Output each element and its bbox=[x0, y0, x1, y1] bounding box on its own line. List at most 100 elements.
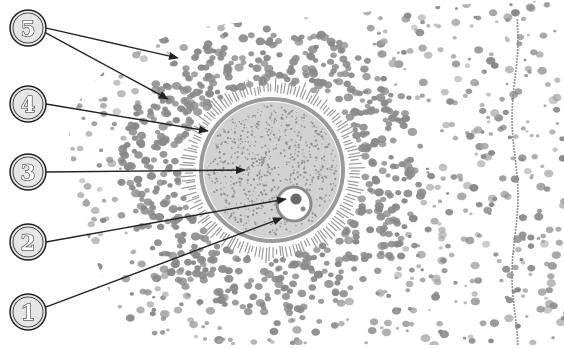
cytoplasm-granule bbox=[257, 165, 258, 166]
stromal-cell bbox=[437, 257, 447, 265]
stromal-cell bbox=[476, 202, 483, 208]
stromal-cell bbox=[58, 175, 64, 180]
stromal-cell bbox=[119, 168, 122, 170]
stromal-cell bbox=[440, 129, 444, 132]
cytoplasm-granule bbox=[314, 214, 316, 216]
cytoplasm-granule bbox=[252, 214, 254, 216]
stromal-cell bbox=[140, 55, 148, 62]
vessel-streak-dot bbox=[517, 190, 519, 192]
stromal-cell bbox=[544, 170, 553, 178]
stromal-cell bbox=[453, 136, 459, 141]
stromal-cell bbox=[497, 259, 502, 263]
stromal-cell bbox=[99, 148, 103, 152]
cytoplasm-granule bbox=[219, 135, 221, 137]
corona-ray bbox=[180, 165, 194, 166]
stromal-cell bbox=[514, 88, 522, 95]
stromal-cell bbox=[57, 289, 63, 294]
stromal-cell bbox=[146, 301, 154, 307]
stromal-cell bbox=[99, 289, 104, 293]
stromal-cell bbox=[217, 25, 225, 32]
granulosa-cell bbox=[335, 238, 343, 245]
stromal-cell bbox=[481, 70, 487, 75]
stromal-cell bbox=[553, 107, 560, 113]
cytoplasm-granule bbox=[289, 231, 290, 232]
stromal-cell bbox=[428, 309, 431, 312]
stromal-cell bbox=[160, 330, 165, 335]
vessel-streak-dot bbox=[515, 322, 517, 324]
stromal-cell bbox=[57, 250, 63, 255]
stromal-cell bbox=[527, 265, 535, 272]
corona-ray bbox=[184, 192, 197, 196]
cytoplasm-granule bbox=[233, 190, 235, 192]
vessel-streak-dot bbox=[517, 202, 519, 204]
granulosa-cell bbox=[137, 132, 146, 140]
granulosa-cell bbox=[205, 46, 214, 54]
stromal-cell bbox=[381, 3, 388, 9]
cytoplasm-granule bbox=[330, 183, 332, 185]
stromal-cell bbox=[554, 78, 560, 83]
stromal-cell bbox=[525, 130, 528, 133]
granulosa-cell bbox=[394, 232, 399, 236]
stromal-cell bbox=[546, 227, 554, 234]
vessel-streak-dot bbox=[514, 79, 516, 81]
cytoplasm-granule bbox=[311, 179, 313, 181]
granulosa-cell bbox=[147, 172, 156, 180]
cytoplasm-granule bbox=[240, 143, 241, 144]
cytoplasm-granule bbox=[232, 162, 234, 164]
granulosa-cell bbox=[126, 162, 134, 169]
vessel-streak-dot bbox=[512, 256, 514, 258]
cytoplasm-granule bbox=[269, 232, 271, 234]
granulosa-cell bbox=[117, 179, 125, 186]
cytoplasm-granule bbox=[268, 149, 269, 150]
cytoplasm-granule bbox=[269, 199, 271, 201]
cytoplasm-granule bbox=[286, 164, 288, 166]
stromal-cell bbox=[97, 56, 102, 60]
cytoplasm-granule bbox=[316, 199, 317, 200]
stromal-cell bbox=[438, 47, 444, 52]
cytoplasm-granule bbox=[302, 153, 303, 154]
stromal-cell bbox=[406, 330, 409, 333]
stromal-cell bbox=[426, 24, 430, 28]
stromal-cell bbox=[85, 258, 92, 264]
corona-ray bbox=[296, 86, 300, 97]
cytoplasm-granule bbox=[238, 145, 239, 146]
cytoplasm-granule bbox=[247, 174, 249, 176]
granulosa-cell bbox=[180, 87, 189, 94]
cytoplasm-granule bbox=[258, 124, 260, 126]
stromal-cell bbox=[457, 193, 466, 201]
cytoplasm-granule bbox=[309, 151, 310, 152]
vessel-streak-dot bbox=[511, 277, 513, 279]
cytoplasm-granule bbox=[321, 198, 323, 200]
granulosa-cell bbox=[215, 288, 223, 295]
stromal-cell bbox=[552, 94, 561, 102]
granulosa-cell bbox=[154, 145, 161, 151]
stromal-cell bbox=[76, 103, 83, 109]
cytoplasm-granule bbox=[226, 182, 227, 183]
cytoplasm-granule bbox=[239, 165, 241, 167]
cytoplasm-granule bbox=[217, 163, 219, 165]
cytoplasm-granule bbox=[267, 164, 269, 166]
stromal-cell bbox=[439, 164, 448, 172]
stromal-cell bbox=[96, 319, 99, 322]
vessel-streak-dot bbox=[513, 148, 515, 150]
stromal-cell bbox=[524, 168, 532, 174]
cytoplasm-granule bbox=[296, 183, 298, 185]
stromal-cell bbox=[406, 96, 411, 100]
cytoplasm-granule bbox=[271, 127, 272, 128]
stromal-cell bbox=[113, 80, 120, 86]
vessel-streak-dot bbox=[517, 40, 519, 42]
stromal-cell bbox=[119, 323, 128, 331]
corona-ray bbox=[277, 84, 278, 93]
cytoplasm-granule bbox=[297, 155, 299, 157]
cytoplasm-granule bbox=[280, 117, 282, 119]
stromal-cell bbox=[489, 9, 497, 16]
vessel-streak-dot bbox=[514, 154, 516, 156]
granulosa-cell bbox=[361, 252, 368, 258]
leader-line-5b bbox=[46, 33, 168, 99]
cytoplasm-granule bbox=[232, 178, 233, 179]
vessel-streak-dot bbox=[514, 157, 516, 159]
cytoplasm-granule bbox=[247, 167, 249, 169]
stromal-cell bbox=[506, 83, 509, 86]
callout-2-label: 2 bbox=[21, 230, 36, 255]
cytoplasm-granule bbox=[330, 167, 331, 168]
